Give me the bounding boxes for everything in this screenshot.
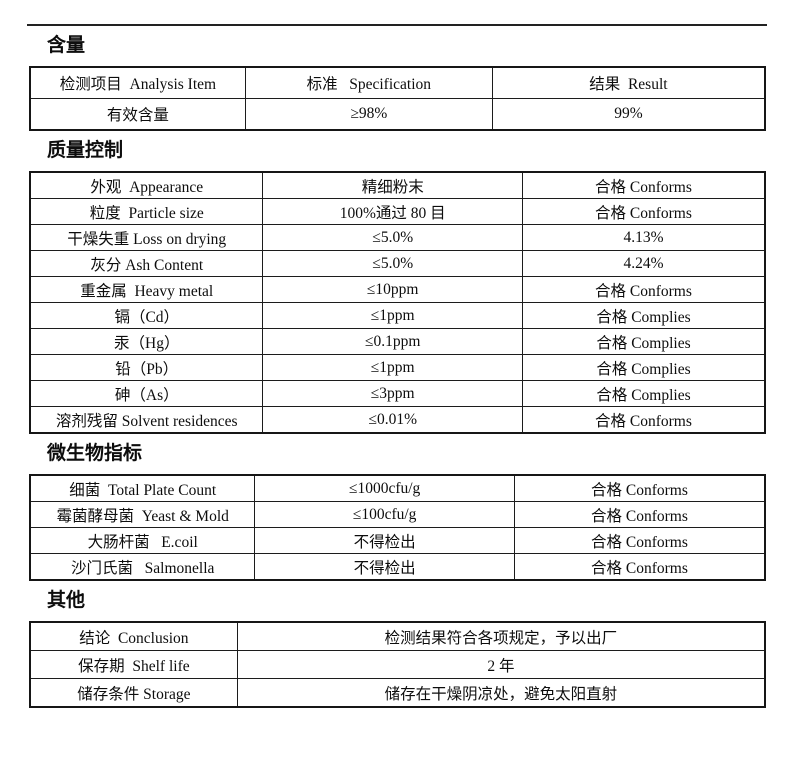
table-row: 储存条件 Storage 储存在干燥阴凉处，避免太阳直射 [29, 678, 766, 708]
table-cell: ≤3ppm [262, 380, 523, 407]
table-row: 大肠杆菌 E.coil 不得检出 合格 Conforms [29, 527, 766, 554]
table-row: 粒度 Particle size 100%通过 80 目合格 Conforms [29, 198, 766, 225]
table-row: 外观 Appearance 精细粉末 合格 Conforms [29, 171, 766, 199]
table-cell: 合格 Complies [521, 380, 766, 407]
top-divider [27, 24, 767, 26]
column-header-result: 结果 Result [491, 66, 766, 99]
table-cell: 灰分 Ash Content [29, 250, 264, 277]
table-row: 溶剂残留 Solvent residences ≤0.01% 合格 Conforms [29, 406, 766, 434]
table-cell: 检测结果符合各项规定，予以出厂 [236, 621, 766, 651]
table-cell: ≤0.1ppm [262, 328, 523, 355]
table-cell: ≤0.01% [262, 406, 523, 434]
table-cell: 镉（Cd） [29, 302, 264, 329]
table-cell: 合格 Conforms [521, 276, 766, 303]
table-row: 保存期 Shelf life 2 年 [29, 650, 766, 679]
table-row: 汞（Hg） ≤0.1ppm 合格 Complies [29, 328, 766, 355]
table-row: 灰分 Ash Content ≤5.0% 4.24% [29, 250, 766, 277]
column-header-specification: 标准 Specification [244, 66, 493, 99]
content-table: 检测项目 Analysis Item 标准 Specification 结果 R… [29, 66, 766, 131]
table-cell: 储存在干燥阴凉处，避免太阳直射 [236, 678, 766, 708]
table-cell: 合格 Conforms [513, 474, 766, 502]
table-cell: ≤10ppm [262, 276, 523, 303]
section-heading-other: 其他 [47, 590, 86, 611]
table-cell: 细菌 Total Plate Count [29, 474, 256, 502]
microbiological-table-body: 细菌 Total Plate Count ≤1000cfu/g 合格 Conform… [29, 474, 766, 581]
section-heading-microbiological: 微生物指标 [47, 443, 143, 464]
table-row: 沙门氏菌 Salmonella 不得检出 合格 Conforms [29, 553, 766, 581]
column-header-analysis-item: 检测项目 Analysis Item [29, 66, 246, 99]
table-cell: ≤1000cfu/g [254, 474, 515, 502]
table-row: 砷（As） ≤3ppm 合格 Complies [29, 380, 766, 407]
table-cell: 合格 Conforms [521, 171, 766, 199]
table-cell: 铅（Pb） [29, 354, 264, 381]
table-cell: 4.24% [521, 250, 766, 277]
quality-control-table: 外观 Appearance 精细粉末 合格 Conforms 粒度 Particle … [29, 171, 766, 434]
table-row: 重金属 Heavy metal ≤10ppm 合格 Conforms [29, 276, 766, 303]
table-cell: ≤1ppm [262, 354, 523, 381]
table-cell: 重金属 Heavy metal [29, 276, 264, 303]
table-cell: 合格 Complies [521, 354, 766, 381]
microbiological-table: 细菌 Total Plate Count ≤1000cfu/g 合格 Conform… [29, 474, 766, 581]
table-cell: 干燥失重 Loss on drying [29, 224, 264, 251]
table-row: 结论 Conclusion 检测结果符合各项规定，予以出厂 [29, 621, 766, 651]
table-cell: 保存期 Shelf life [29, 650, 238, 679]
table-row: 铅（Pb） ≤1ppm 合格 Complies [29, 354, 766, 381]
section-heading-content: 含量 [47, 35, 86, 56]
table-cell: 100%通过 80 目 [262, 198, 523, 225]
table-header-row: 检测项目 Analysis Item 标准 Specification 结果 R… [29, 66, 766, 99]
table-cell: 合格 Conforms [513, 553, 766, 581]
table-cell: ≤5.0% [262, 250, 523, 277]
other-table: 结论 Conclusion 检测结果符合各项规定，予以出厂 保存期 Shelf li… [29, 621, 766, 708]
table-cell: 沙门氏菌 Salmonella [29, 553, 256, 581]
table-cell: 不得检出 [254, 553, 515, 581]
table-cell: 溶剂残留 Solvent residences [29, 406, 264, 434]
table-row: 霉菌酵母菌 Yeast & Mold ≤100cfu/g 合格 Conforms [29, 501, 766, 528]
table-cell: 粒度 Particle size [29, 198, 264, 225]
table-cell: ≤5.0% [262, 224, 523, 251]
table-cell: 精细粉末 [262, 171, 523, 199]
coa-document: 含量 检测项目 Analysis Item 标准 Specification 结… [0, 24, 800, 708]
table-cell: 大肠杆菌 E.coil [29, 527, 256, 554]
table-row: 细菌 Total Plate Count ≤1000cfu/g 合格 Conform… [29, 474, 766, 502]
table-cell: 合格 Complies [521, 302, 766, 329]
content-table-body: 有效含量 ≥98% 99% [29, 98, 766, 131]
table-cell: ≤100cfu/g [254, 501, 515, 528]
table-cell: 外观 Appearance [29, 171, 264, 199]
other-table-body: 结论 Conclusion 检测结果符合各项规定，予以出厂 保存期 Shelf li… [29, 621, 766, 708]
table-cell: 霉菌酵母菌 Yeast & Mold [29, 501, 256, 528]
table-cell: ≥98% [244, 98, 493, 131]
table-cell: 合格 Conforms [521, 198, 766, 225]
table-cell: ≤1ppm [262, 302, 523, 329]
table-cell: 合格 Complies [521, 328, 766, 355]
table-cell: 合格 Conforms [521, 406, 766, 434]
table-row: 镉（Cd） ≤1ppm 合格 Complies [29, 302, 766, 329]
table-cell: 储存条件 Storage [29, 678, 238, 708]
table-row: 干燥失重 Loss on drying ≤5.0% 4.13% [29, 224, 766, 251]
section-heading-quality-control: 质量控制 [47, 140, 124, 161]
table-cell: 砷（As） [29, 380, 264, 407]
table-cell: 2 年 [236, 650, 766, 679]
table-cell: 合格 Conforms [513, 527, 766, 554]
table-cell: 结论 Conclusion [29, 621, 238, 651]
table-cell: 汞（Hg） [29, 328, 264, 355]
table-cell: 不得检出 [254, 527, 515, 554]
table-cell: 99% [491, 98, 766, 131]
table-row: 有效含量 ≥98% 99% [29, 98, 766, 131]
quality-control-table-body: 外观 Appearance 精细粉末 合格 Conforms 粒度 Particle … [29, 171, 766, 434]
table-cell: 4.13% [521, 224, 766, 251]
table-cell: 有效含量 [29, 98, 246, 131]
table-cell: 合格 Conforms [513, 501, 766, 528]
